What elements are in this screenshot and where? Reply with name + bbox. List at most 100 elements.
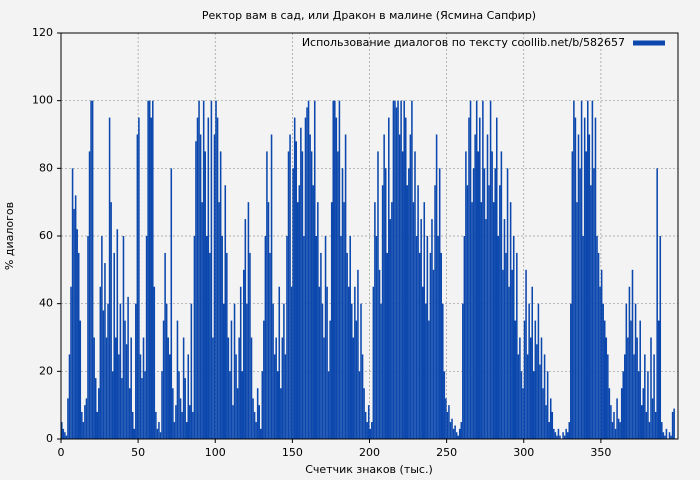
bar <box>446 411 449 439</box>
bar <box>77 252 80 439</box>
bar <box>229 371 231 439</box>
bar <box>102 310 105 439</box>
bar <box>73 208 75 439</box>
bar <box>522 388 524 439</box>
bar <box>434 185 436 439</box>
bar <box>421 286 424 439</box>
bar <box>458 428 461 439</box>
x-axis-label: Счетчик знаков (тыс.) <box>305 463 433 476</box>
bar <box>324 236 327 439</box>
bar <box>289 134 291 439</box>
bar <box>479 117 481 439</box>
bar <box>545 405 547 439</box>
bar <box>445 398 447 439</box>
bar <box>105 337 108 439</box>
bar <box>502 269 504 439</box>
bar <box>648 422 651 439</box>
bar <box>645 411 648 439</box>
bar <box>114 337 117 439</box>
bar <box>491 151 493 439</box>
bar <box>185 422 188 439</box>
bar <box>94 378 97 439</box>
bar <box>272 303 274 439</box>
bar <box>155 411 157 439</box>
bar <box>600 269 603 439</box>
bar <box>179 398 182 439</box>
bar <box>377 151 379 439</box>
bar <box>346 252 348 439</box>
x-tick-label: 300 <box>513 446 534 459</box>
bar <box>497 236 500 439</box>
bar <box>136 134 139 439</box>
bar <box>88 151 91 439</box>
bar <box>313 100 316 440</box>
bar <box>215 100 217 440</box>
bar <box>148 100 151 440</box>
bar <box>523 320 526 439</box>
bar <box>76 229 78 439</box>
bar <box>549 398 552 439</box>
bar <box>616 398 618 439</box>
y-axis-label: % диалогов <box>3 202 16 270</box>
bar <box>259 428 262 439</box>
bar <box>338 100 341 440</box>
bar <box>121 378 123 439</box>
bar <box>320 252 322 439</box>
bar <box>340 236 342 439</box>
bar <box>147 100 149 440</box>
y-tick-label: 20 <box>39 364 53 377</box>
bar <box>369 428 372 439</box>
bar <box>383 134 385 439</box>
bar <box>172 388 174 439</box>
bar <box>644 354 646 439</box>
bar <box>602 303 604 439</box>
bar <box>452 428 455 439</box>
bar <box>128 388 131 439</box>
bar <box>181 411 183 439</box>
bar <box>551 411 554 439</box>
bar <box>548 422 550 439</box>
bar <box>611 422 614 439</box>
bar <box>440 252 442 439</box>
bar <box>145 236 148 439</box>
bar <box>79 320 82 439</box>
bar <box>619 422 621 439</box>
bar <box>483 168 486 440</box>
bar <box>388 117 390 439</box>
bar <box>455 432 458 439</box>
y-tick-label: 40 <box>39 297 53 310</box>
bar <box>449 422 452 439</box>
bar <box>135 303 137 439</box>
bar <box>323 337 325 439</box>
bar <box>175 405 177 439</box>
bar <box>576 202 578 439</box>
bar <box>594 117 597 439</box>
bar <box>152 100 154 440</box>
bar <box>275 337 277 439</box>
bar <box>389 219 392 439</box>
bar <box>119 303 122 439</box>
bar <box>252 398 254 439</box>
bar <box>400 100 402 440</box>
bar <box>212 337 214 439</box>
bar <box>222 303 225 439</box>
bar <box>495 117 498 439</box>
bar <box>91 100 94 440</box>
bar <box>465 151 467 439</box>
bar <box>96 411 99 439</box>
bar <box>199 134 202 439</box>
x-tick-label: 100 <box>205 446 226 459</box>
bar <box>579 168 581 440</box>
bar <box>505 252 507 439</box>
bar <box>381 185 384 439</box>
bar <box>301 151 304 439</box>
bar <box>192 411 194 439</box>
bar <box>153 286 156 439</box>
bar <box>70 286 72 439</box>
bar <box>411 100 413 440</box>
y-tick-label: 80 <box>39 161 53 174</box>
bar <box>235 354 237 439</box>
bar <box>230 320 233 439</box>
bar <box>358 371 361 439</box>
bar <box>374 202 376 439</box>
